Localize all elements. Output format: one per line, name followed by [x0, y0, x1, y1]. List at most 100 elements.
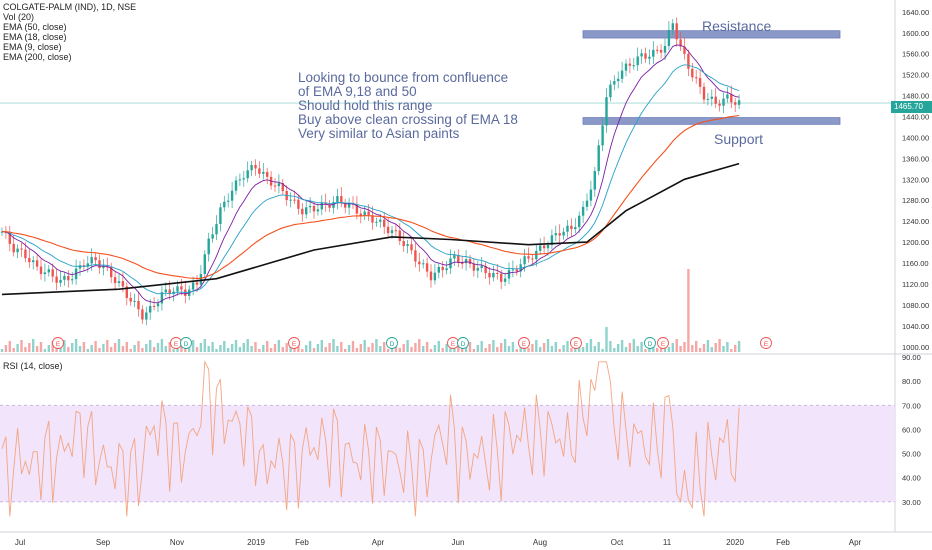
- candle-body: [659, 49, 663, 53]
- earnings-marker[interactable]: [657, 337, 669, 349]
- dividend-marker-label: D: [390, 341, 395, 348]
- candle-body: [640, 53, 643, 57]
- candle-body: [71, 279, 74, 281]
- candle-body: [585, 200, 589, 207]
- price-tick-label: 1120.00: [902, 280, 929, 289]
- rsi-tick-label: 50.00: [902, 450, 921, 459]
- time-tick-label: Jul: [15, 538, 25, 547]
- candle-body: [273, 185, 277, 187]
- volume-bar: [425, 342, 429, 352]
- volume-bar: [141, 348, 144, 352]
- volume-bar: [418, 339, 421, 352]
- earnings-marker[interactable]: [570, 337, 582, 349]
- support-zone[interactable]: [582, 117, 841, 125]
- volume-bar: [168, 342, 171, 352]
- volume-bar: [500, 343, 503, 352]
- candle-body: [683, 46, 686, 54]
- legend-vol[interactable]: Vol (20): [3, 12, 35, 22]
- candle-body: [574, 227, 577, 230]
- volume-bar: [687, 269, 690, 352]
- candle-body: [581, 206, 585, 216]
- earnings-marker-label: E: [292, 341, 297, 348]
- volume-bar: [632, 339, 635, 352]
- volume-bar: [667, 347, 671, 352]
- volume-bar: [620, 340, 624, 352]
- candle-body: [156, 303, 160, 307]
- candle-body: [418, 261, 421, 265]
- price-tick-label: 1560.00: [902, 50, 929, 59]
- symbol-title[interactable]: COLGATE-PALM (IND), 1D, NSE: [3, 2, 137, 12]
- candle-body: [500, 273, 503, 282]
- annotation-line: of EMA 9,18 and 50: [298, 84, 417, 99]
- candle-body: [480, 265, 483, 269]
- dividend-marker[interactable]: [386, 337, 398, 349]
- candle-body: [620, 70, 624, 79]
- candle-body: [145, 312, 148, 320]
- volume-bar: [464, 346, 468, 352]
- legend-ema9[interactable]: EMA (9, close): [3, 42, 62, 52]
- dividend-marker[interactable]: [180, 337, 192, 349]
- candle-body: [613, 81, 616, 85]
- rsi-legend[interactable]: RSI (14, close): [3, 361, 63, 371]
- candle-body: [636, 56, 639, 66]
- volume-bar: [609, 341, 612, 352]
- earnings-marker[interactable]: [518, 337, 530, 349]
- dividend-marker[interactable]: [457, 337, 469, 349]
- candle-body: [55, 276, 58, 283]
- legend-ema18[interactable]: EMA (18, close): [3, 32, 67, 42]
- candle-body: [414, 250, 417, 262]
- volume-bar: [441, 348, 444, 352]
- legend-ema50[interactable]: EMA (50, close): [3, 22, 67, 32]
- volume-bar: [191, 340, 195, 352]
- earnings-marker[interactable]: [760, 337, 772, 349]
- time-tick-label: 2020: [726, 538, 744, 547]
- volume-bar: [617, 344, 620, 352]
- candle-body: [737, 100, 741, 105]
- candle-body: [191, 282, 195, 290]
- candle-body: [425, 263, 429, 272]
- candle-body: [28, 258, 31, 263]
- candle-body: [250, 165, 253, 171]
- earnings-marker[interactable]: [52, 337, 64, 349]
- volume-bar: [258, 349, 261, 352]
- candle-body: [110, 266, 113, 278]
- earnings-marker-label: E: [174, 341, 179, 348]
- volume-bar: [457, 343, 460, 352]
- volume-bar: [160, 339, 164, 352]
- annotation-text[interactable]: Looking to bounce from confluence of EMA…: [298, 71, 518, 141]
- resistance-label[interactable]: Resistance: [702, 18, 772, 34]
- volume-bar: [281, 347, 284, 352]
- volume-bar: [379, 346, 382, 352]
- candle-body: [441, 266, 444, 271]
- candle-body: [32, 260, 35, 263]
- time-tick-label: Feb: [295, 538, 309, 547]
- candle-body: [386, 226, 390, 234]
- volume-bar: [718, 339, 721, 352]
- main-legend: COLGATE-PALM (IND), 1D, NSE Vol (20) EMA…: [3, 2, 136, 62]
- rsi-tick-label: 30.00: [902, 498, 921, 507]
- candle-body: [277, 183, 281, 187]
- candle-body: [671, 23, 674, 30]
- support-label[interactable]: Support: [714, 131, 764, 147]
- candle-body: [437, 266, 440, 273]
- resistance-zone[interactable]: [582, 30, 841, 39]
- candle-body: [16, 248, 19, 253]
- volume-bar: [125, 342, 128, 352]
- legend-ema200[interactable]: EMA (200, close): [3, 52, 72, 62]
- dividend-marker[interactable]: [644, 337, 656, 349]
- candle-body: [371, 215, 374, 223]
- volume-bar: [644, 349, 647, 352]
- volume-bar: [156, 343, 160, 352]
- candle-body: [47, 269, 50, 273]
- price-tick-label: 1080.00: [902, 301, 929, 310]
- candle-body: [363, 211, 366, 216]
- volume-bar: [24, 347, 27, 352]
- volume-bar: [550, 346, 554, 352]
- earnings-marker[interactable]: [288, 337, 300, 349]
- volume-bar: [581, 347, 585, 352]
- volume-bar: [172, 349, 175, 352]
- volume-bar: [219, 345, 222, 352]
- candle-body: [722, 98, 725, 106]
- volume-bar: [78, 346, 82, 352]
